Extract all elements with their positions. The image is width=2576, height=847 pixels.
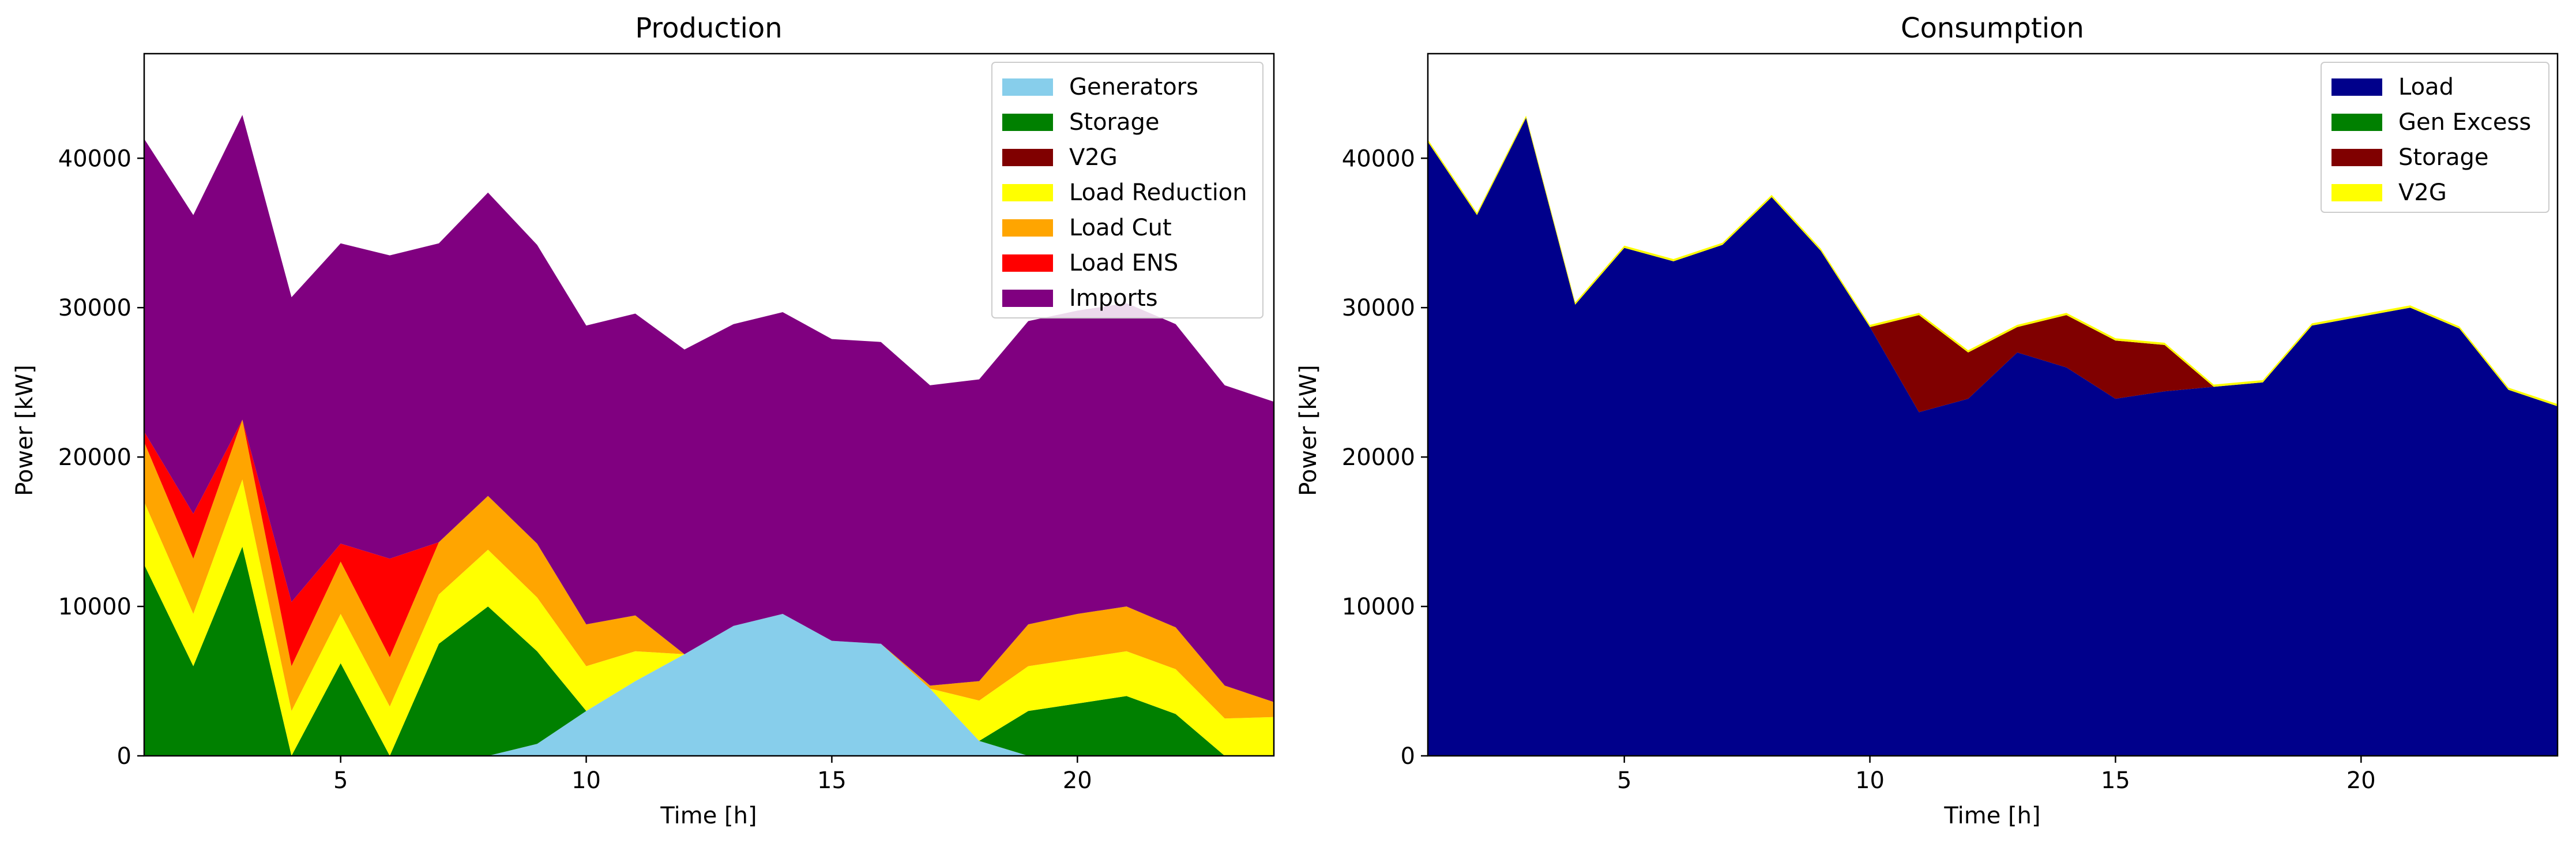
y-tick-label: 40000 <box>58 145 131 172</box>
x-tick-label: 20 <box>2346 767 2376 794</box>
legend-swatch <box>2331 78 2382 96</box>
x-tick-label: 15 <box>817 767 847 794</box>
chart-title: Consumption <box>1901 12 2084 44</box>
y-axis-label: Power [kW] <box>12 365 38 496</box>
axes-frame <box>143 53 1275 757</box>
legend-label: V2G <box>1069 144 1118 171</box>
legend-swatch <box>1002 184 1053 201</box>
areas <box>144 115 1274 756</box>
y-tick-label: 20000 <box>58 444 131 471</box>
legend-swatch <box>1002 219 1053 237</box>
legend-swatch <box>2331 184 2382 201</box>
area-storage <box>1428 118 2558 413</box>
y-axis-label: Power [kW] <box>1295 365 1322 496</box>
legend-label: Imports <box>1069 285 1158 312</box>
y-tick-label: 0 <box>1401 743 1415 770</box>
legend-swatch <box>1002 290 1053 307</box>
x-tick-label: 10 <box>571 767 601 794</box>
plot-area: 5 10 15 20 0 10000 20000 30000 40000 Load Gen Exce… <box>1342 53 2559 794</box>
y-tick-label: 30000 <box>1342 295 1415 321</box>
legend-box <box>2321 62 2549 213</box>
area-imports <box>144 115 1274 702</box>
y-tick-label: 10000 <box>1342 594 1415 620</box>
area-storage <box>144 546 1274 756</box>
legend-swatch <box>1002 114 1053 131</box>
x-axis-label: Time [h] <box>1943 803 2040 829</box>
legend-label: V2G <box>2398 179 2447 206</box>
area-load <box>1428 118 2558 756</box>
legend: Load Gen Excess Storage V2G <box>2321 62 2549 213</box>
legend-label: Gen Excess <box>2398 109 2531 136</box>
y-tick-label: 0 <box>117 743 131 770</box>
areas <box>1428 115 2558 756</box>
y-tick-label: 20000 <box>1342 444 1415 471</box>
legend-box <box>991 62 1263 318</box>
production-chart: Production 5 10 15 20 0 10000 20000 30000 40000 G… <box>12 12 1275 829</box>
area-load-ens <box>144 419 1274 702</box>
axes-frame <box>1427 53 2559 757</box>
legend-swatch <box>1002 254 1053 272</box>
y-tick-label: 30000 <box>58 295 131 321</box>
y-tick-label: 40000 <box>1342 145 1415 172</box>
legend: Generators Storage V2G Load Reduction Load C… <box>991 62 1263 318</box>
area-generators <box>144 614 1274 756</box>
x-axis-label: Time [h] <box>660 803 757 829</box>
legend-label: Generators <box>1069 74 1198 100</box>
legend-label: Storage <box>2398 144 2489 171</box>
legend-swatch <box>2331 149 2382 166</box>
y-tick-label: 10000 <box>58 594 131 620</box>
legend-swatch <box>1002 78 1053 96</box>
legend-label: Load <box>2398 74 2454 100</box>
x-tick-label: 20 <box>1063 767 1092 794</box>
legend-swatch <box>2331 114 2382 131</box>
legend-label: Storage <box>1069 109 1160 136</box>
legend-label: Load Reduction <box>1069 179 1247 206</box>
consumption-chart: Consumption 5 10 15 20 0 10000 20000 30000 40000… <box>1295 12 2559 829</box>
chart-title: Production <box>635 12 782 44</box>
x-tick-label: 15 <box>2101 767 2130 794</box>
x-tick-label: 5 <box>1617 767 1631 794</box>
legend-label: Load ENS <box>1069 250 1178 276</box>
legend-swatch <box>1002 149 1053 166</box>
x-tick-label: 10 <box>1855 767 1885 794</box>
legend-label: Load Cut <box>1069 215 1172 241</box>
x-tick-label: 5 <box>333 767 348 794</box>
plot-area: 5 10 15 20 0 10000 20000 30000 40000 Generators St… <box>58 53 1275 794</box>
